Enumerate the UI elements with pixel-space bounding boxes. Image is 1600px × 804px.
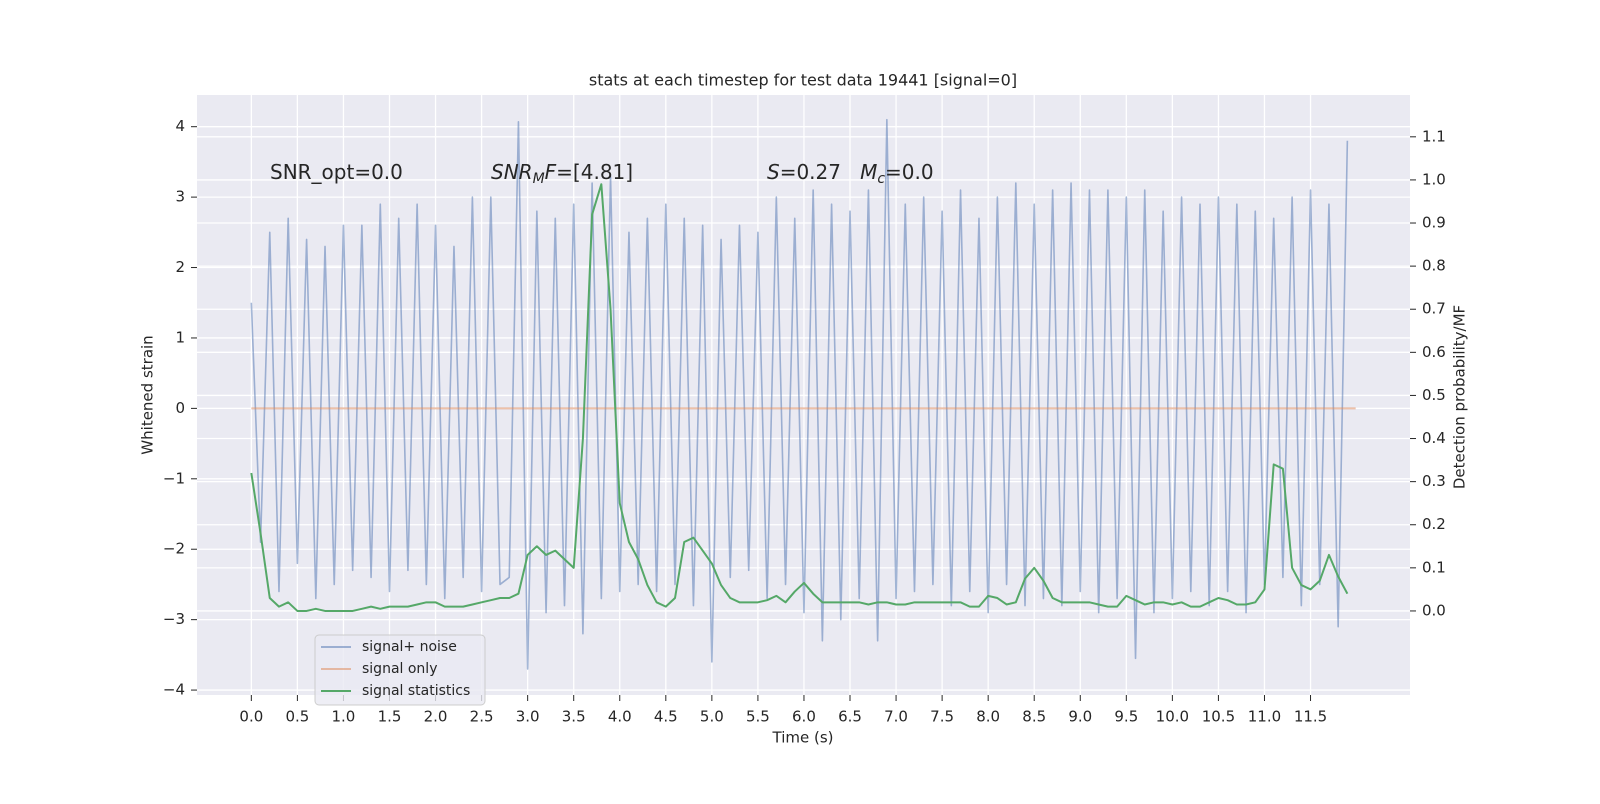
y2-tick-label: 0.7 bbox=[1422, 300, 1446, 318]
y2-tick-label: 0.2 bbox=[1422, 515, 1446, 533]
y-tick-label: 0 bbox=[175, 399, 185, 417]
x-tick-label: 8.0 bbox=[976, 708, 1000, 726]
x-tick-label: 2.0 bbox=[424, 708, 448, 726]
legend-label: signal+ noise bbox=[362, 639, 457, 655]
annotation-part: =0.27 bbox=[780, 160, 860, 184]
x-tick-label: 8.5 bbox=[1022, 708, 1046, 726]
y-tick-label: −1 bbox=[163, 469, 185, 487]
annotation-part: SNR_opt=0.0 bbox=[270, 160, 403, 184]
series-line bbox=[250, 118, 1349, 670]
x-tick-label: 0.5 bbox=[285, 708, 309, 726]
y2-tick-label: 1.0 bbox=[1422, 170, 1446, 188]
labels: 0.0 0.5 1.0 1.5 2.0 2.5 3.0 3.5 4.0 4.5 5.0 5.5 6.0 6… bbox=[163, 117, 1446, 725]
annotation: SNRMF=[4.81] bbox=[491, 160, 633, 188]
x-axis-label: Time (s) bbox=[772, 729, 834, 747]
y2-tick-label: 0.6 bbox=[1422, 343, 1446, 361]
chart-title: stats at each timestep for test data 194… bbox=[589, 71, 1017, 90]
annotation: S=0.27 Mc=0.0 bbox=[767, 160, 934, 188]
annotation-part: S bbox=[767, 160, 780, 184]
annotation-part: c bbox=[877, 171, 885, 187]
x-tick-label: 3.5 bbox=[562, 708, 586, 726]
x-tick-label: 10.5 bbox=[1202, 708, 1235, 726]
x-tick-label: 1.0 bbox=[332, 708, 356, 726]
legend-box bbox=[314, 634, 486, 706]
x-tick-label: 11.0 bbox=[1248, 708, 1281, 726]
y2-tick-label: 0.8 bbox=[1422, 257, 1446, 275]
x-tick-label: 6.5 bbox=[838, 708, 862, 726]
x-tick-label: 2.5 bbox=[470, 708, 494, 726]
annotation-part: F bbox=[545, 160, 557, 184]
series-line bbox=[250, 183, 1349, 612]
y2-tick-label: 0.4 bbox=[1422, 429, 1446, 447]
legend-label: signal only bbox=[362, 661, 437, 677]
annotation-part: SNR bbox=[491, 160, 533, 184]
x-tick-label: 3.0 bbox=[516, 708, 540, 726]
x-tick-label: 4.5 bbox=[654, 708, 678, 726]
x-tick-label: 1.5 bbox=[378, 708, 402, 726]
y2-axis-label: Detection probability/MF bbox=[1451, 305, 1469, 489]
y-tick-label: −2 bbox=[163, 540, 185, 558]
x-tick-label: 7.0 bbox=[884, 708, 908, 726]
x-tick-label: 9.5 bbox=[1114, 708, 1138, 726]
y-tick-label: −4 bbox=[163, 681, 185, 699]
legend-label: signal statistics bbox=[362, 683, 470, 699]
y2-tick-label: 0.9 bbox=[1422, 214, 1446, 232]
x-tick-label: 10.0 bbox=[1156, 708, 1189, 726]
y-axis-label: Whitened strain bbox=[139, 335, 157, 454]
y2-tick-label: 0.3 bbox=[1422, 472, 1446, 490]
x-tick-label: 7.5 bbox=[930, 708, 954, 726]
y2-tick-label: 1.1 bbox=[1422, 127, 1446, 145]
y2-tick-label: 0.5 bbox=[1422, 386, 1446, 404]
y2-tick-label: 0.1 bbox=[1422, 558, 1446, 576]
x-tick-label: 0.0 bbox=[239, 708, 263, 726]
y2-tick-label: 0.0 bbox=[1422, 601, 1446, 619]
x-tick-label: 6.0 bbox=[792, 708, 816, 726]
annotation-part: =0.0 bbox=[885, 160, 934, 184]
marks bbox=[250, 118, 1356, 670]
annotation-part: M bbox=[860, 160, 877, 184]
x-tick-label: 5.5 bbox=[746, 708, 770, 726]
x-tick-label: 4.0 bbox=[608, 708, 632, 726]
legend: signal+ noise signal only signal statistic… bbox=[314, 634, 486, 706]
annotation-part: =[4.81] bbox=[556, 160, 633, 184]
y-tick-label: 4 bbox=[175, 117, 185, 135]
y-tick-label: 2 bbox=[175, 258, 185, 276]
x-tick-label: 5.0 bbox=[700, 708, 724, 726]
y-tick-label: 3 bbox=[175, 188, 185, 206]
x-tick-label: 9.0 bbox=[1068, 708, 1092, 726]
x-tick-label: 11.5 bbox=[1294, 708, 1327, 726]
y-tick-label: −3 bbox=[163, 610, 185, 628]
annotation: SNR_opt=0.0 bbox=[270, 160, 403, 184]
grid bbox=[191, 95, 1416, 701]
y-tick-label: 1 bbox=[175, 328, 185, 346]
annotation-part: M bbox=[533, 171, 545, 187]
